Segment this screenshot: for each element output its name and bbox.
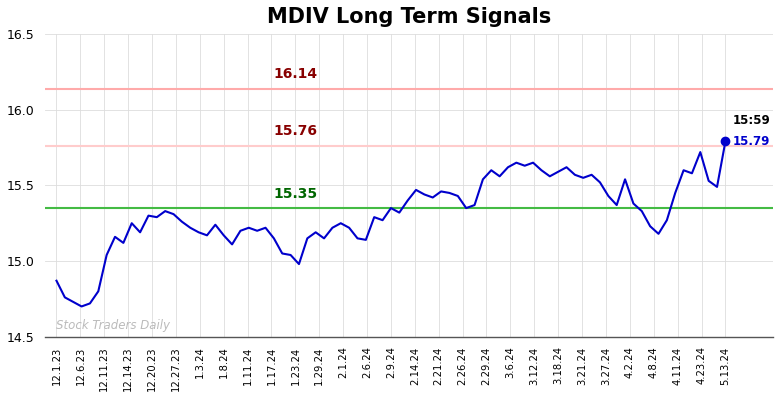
Text: 15.79: 15.79 [732, 135, 770, 148]
Text: 15.76: 15.76 [274, 125, 318, 139]
Text: 15:59: 15:59 [732, 114, 771, 127]
Text: 16.14: 16.14 [274, 67, 318, 81]
Title: MDIV Long Term Signals: MDIV Long Term Signals [267, 7, 551, 27]
Text: Stock Traders Daily: Stock Traders Daily [56, 319, 170, 332]
Text: 15.35: 15.35 [274, 187, 318, 201]
